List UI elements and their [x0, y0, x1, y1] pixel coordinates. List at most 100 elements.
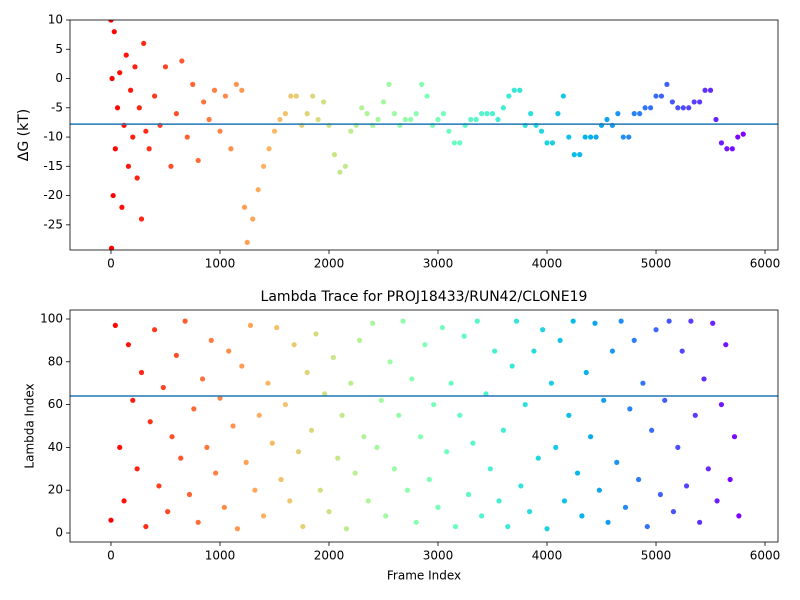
point	[417, 434, 424, 440]
point	[465, 491, 472, 498]
point	[622, 504, 629, 510]
point	[217, 128, 223, 134]
point	[631, 111, 637, 117]
point	[282, 111, 288, 117]
y-tick-label: -20	[43, 188, 63, 202]
point	[522, 401, 528, 408]
x-tick-label: 0	[107, 549, 115, 563]
point	[130, 397, 136, 403]
point	[178, 455, 184, 461]
point	[182, 318, 188, 324]
x-tick-label: 1000	[205, 549, 236, 563]
point	[365, 498, 371, 504]
point	[570, 318, 576, 324]
point	[156, 483, 162, 489]
point	[555, 111, 561, 117]
y-tick-label: -25	[43, 217, 63, 231]
point	[662, 397, 668, 403]
point	[483, 391, 489, 397]
point	[538, 128, 545, 134]
y-tick-label: -5	[51, 100, 63, 114]
point	[448, 380, 454, 386]
point	[375, 116, 381, 123]
point	[686, 105, 692, 111]
point	[431, 401, 437, 408]
point	[740, 131, 746, 137]
point	[255, 187, 261, 193]
point	[339, 412, 345, 418]
point	[199, 376, 206, 382]
point	[511, 87, 517, 93]
point	[583, 369, 589, 376]
point	[446, 128, 452, 134]
point	[114, 105, 121, 111]
point	[544, 140, 550, 146]
point	[204, 444, 210, 451]
x-tick-label: 5000	[641, 549, 672, 563]
point	[391, 466, 398, 472]
point	[675, 105, 681, 111]
point	[221, 504, 227, 510]
point	[260, 513, 267, 519]
point	[588, 134, 594, 140]
point	[386, 81, 392, 87]
point	[489, 111, 496, 117]
point	[596, 487, 602, 493]
point	[277, 116, 283, 123]
point	[331, 152, 338, 158]
point	[374, 444, 380, 451]
point	[184, 134, 190, 140]
point	[387, 359, 393, 365]
point	[335, 455, 341, 461]
point	[213, 470, 219, 476]
point	[125, 163, 132, 169]
point	[609, 348, 616, 354]
point	[117, 70, 123, 76]
point	[509, 363, 515, 369]
point	[400, 318, 406, 324]
point	[474, 318, 480, 324]
point	[444, 449, 450, 455]
point	[112, 146, 118, 152]
point	[151, 327, 158, 333]
point	[243, 459, 249, 465]
point	[627, 406, 633, 412]
point	[724, 146, 730, 152]
point	[287, 498, 293, 504]
point	[574, 470, 581, 476]
point	[513, 318, 520, 324]
point	[304, 369, 310, 376]
point	[409, 376, 415, 382]
point	[735, 134, 741, 140]
point	[252, 487, 258, 493]
point	[147, 419, 153, 425]
point	[691, 99, 697, 105]
point	[109, 75, 115, 82]
point	[435, 116, 441, 123]
point	[727, 476, 733, 483]
point	[588, 434, 594, 440]
point	[110, 192, 116, 199]
x-tick-label: 0	[107, 257, 115, 271]
point	[577, 152, 583, 158]
plot-area	[108, 20, 746, 250]
point	[317, 487, 323, 493]
point	[383, 513, 389, 519]
x-tick-label: 6000	[750, 257, 781, 271]
point	[226, 348, 232, 354]
point	[195, 519, 201, 525]
point	[640, 380, 646, 386]
point	[322, 391, 328, 397]
point	[112, 322, 118, 329]
point	[714, 498, 720, 504]
point	[173, 352, 179, 358]
point	[440, 111, 447, 117]
point	[419, 81, 425, 87]
x-tick-label: 6000	[750, 549, 781, 563]
point	[548, 380, 554, 386]
point	[241, 204, 248, 210]
point	[141, 40, 147, 47]
y-tick-label: 100	[40, 311, 63, 325]
point	[250, 216, 256, 222]
point	[505, 523, 511, 530]
